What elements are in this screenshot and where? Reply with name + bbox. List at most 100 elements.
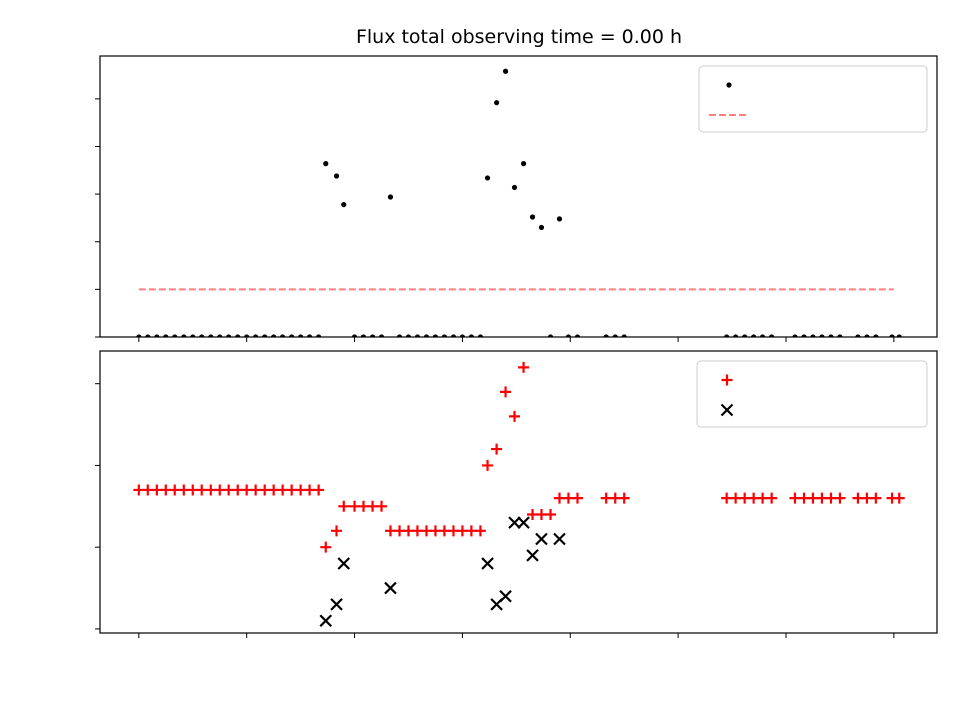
predicted-stars-point bbox=[337, 557, 351, 570]
measurements-point bbox=[333, 173, 340, 179]
measurements-point bbox=[574, 334, 581, 337]
measurements-point bbox=[172, 334, 178, 337]
matched-stars-point bbox=[320, 541, 332, 553]
measurements-point bbox=[621, 334, 627, 337]
predicted-stars-point bbox=[481, 557, 494, 570]
measurements-point bbox=[538, 224, 545, 231]
data-layer bbox=[136, 68, 902, 337]
matched-stars-point bbox=[572, 492, 583, 504]
matched-stars-point bbox=[618, 492, 630, 504]
measurements-point bbox=[217, 334, 223, 337]
measurements-point bbox=[494, 100, 500, 106]
measurements-point bbox=[405, 334, 412, 337]
measurements-point bbox=[810, 334, 816, 337]
matched-stars-point bbox=[313, 484, 325, 496]
matched-stars-point bbox=[870, 492, 882, 504]
measurements-point bbox=[280, 334, 286, 337]
predicted-stars-point bbox=[526, 549, 539, 562]
measurements-point bbox=[145, 334, 151, 337]
measurements-point bbox=[154, 334, 160, 337]
measurements-point bbox=[396, 334, 403, 337]
legend-swatch-measurements bbox=[726, 82, 732, 88]
predicted-stars-point bbox=[508, 516, 521, 529]
measurements-point bbox=[612, 334, 618, 337]
measurements-point bbox=[441, 334, 447, 337]
matched-stars-point bbox=[482, 459, 494, 471]
measurements-point bbox=[565, 334, 572, 337]
measurements-point bbox=[136, 334, 142, 337]
measurements-point bbox=[271, 334, 277, 337]
matched-stars-point bbox=[545, 508, 557, 520]
measurements-point bbox=[432, 334, 439, 337]
measurements-point bbox=[369, 334, 376, 337]
measurements-point bbox=[341, 201, 347, 208]
measurements-point bbox=[733, 334, 739, 337]
matched-stars-point bbox=[509, 410, 521, 422]
measurements-point bbox=[181, 334, 187, 337]
predicted-stars-point bbox=[330, 598, 343, 611]
measurements-point bbox=[208, 334, 214, 337]
predicted-stars-point bbox=[384, 581, 397, 595]
measurements-point bbox=[828, 334, 834, 337]
measurements-point bbox=[414, 334, 421, 337]
matched-stars-point bbox=[834, 492, 846, 504]
measurements-point bbox=[459, 334, 466, 337]
legend-swatch-matched-stars bbox=[721, 374, 733, 386]
measurements-point bbox=[253, 334, 259, 337]
matched-stars-point bbox=[474, 525, 486, 537]
matched-stars-point bbox=[491, 443, 503, 455]
measurements-point bbox=[190, 334, 196, 337]
measurements-point bbox=[226, 334, 232, 337]
figure-title: Flux total observing time = 0.00 h bbox=[356, 26, 682, 48]
measurements-point bbox=[306, 334, 313, 337]
measurements-point bbox=[468, 334, 474, 337]
measurements-point bbox=[163, 334, 169, 337]
measurements-point bbox=[351, 334, 358, 337]
measurements-point bbox=[502, 68, 509, 74]
measurements-point bbox=[199, 334, 205, 337]
measurements-point bbox=[724, 334, 730, 337]
measurements-point bbox=[855, 334, 861, 337]
measurements-point bbox=[742, 334, 748, 337]
predicted-stars-point bbox=[535, 532, 548, 546]
measurements-point bbox=[316, 334, 322, 337]
predicted-stars-point bbox=[499, 589, 512, 603]
measurements-point bbox=[423, 334, 430, 337]
matched-stars-point bbox=[893, 492, 905, 504]
measurements-point bbox=[323, 161, 329, 167]
legend bbox=[698, 65, 928, 133]
predicted-stars-point bbox=[517, 516, 530, 529]
measurements-point bbox=[792, 334, 798, 337]
matched-stars-point bbox=[338, 500, 350, 512]
matched-stars-point bbox=[376, 500, 388, 512]
measurements-point bbox=[298, 334, 304, 337]
measurements-point bbox=[837, 334, 843, 337]
measurements-point bbox=[547, 334, 554, 337]
measurements-point bbox=[511, 184, 518, 191]
measurements-point bbox=[244, 334, 250, 337]
legend-frame bbox=[698, 65, 928, 133]
count-plot bbox=[95, 350, 938, 638]
measurements-point bbox=[387, 194, 394, 200]
measurements-point bbox=[873, 334, 879, 337]
measurements-point bbox=[520, 161, 527, 167]
measurements-point bbox=[556, 216, 563, 222]
measurements-point bbox=[235, 334, 241, 337]
ratio-plot bbox=[95, 55, 938, 342]
measurements-point bbox=[819, 334, 825, 337]
measurements-point bbox=[450, 334, 457, 337]
measurements-point bbox=[262, 334, 268, 337]
matched-stars-point bbox=[518, 361, 530, 373]
measurements-point bbox=[759, 334, 766, 337]
measurements-point bbox=[289, 334, 295, 337]
data-layer bbox=[133, 361, 905, 628]
measurements-point bbox=[864, 334, 870, 337]
matched-stars-point bbox=[766, 492, 778, 504]
legend-frame bbox=[696, 360, 928, 428]
legend-swatch-predicted-stars bbox=[720, 403, 734, 417]
measurements-point bbox=[477, 334, 484, 337]
measurements-point bbox=[378, 334, 385, 337]
measurements-point bbox=[801, 334, 807, 337]
legend bbox=[696, 360, 928, 428]
